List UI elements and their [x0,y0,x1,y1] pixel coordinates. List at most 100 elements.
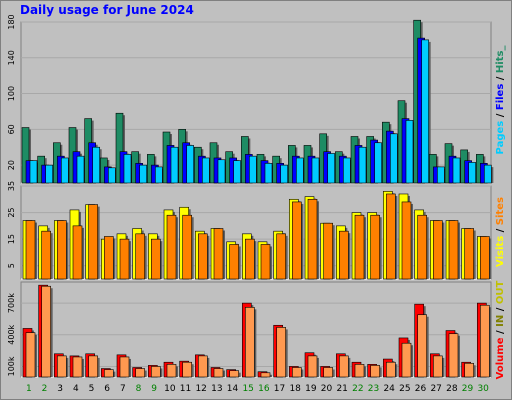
pages-bar [405,120,415,184]
legend-part: Sites [495,197,506,225]
pages-bar [29,160,39,184]
pages-bar [155,166,165,184]
hits-bar [21,127,31,184]
volume-out-bar [260,372,272,378]
pages-bar [358,146,368,184]
volume-out-bar [198,355,210,378]
bar-body [354,214,365,280]
bar-body [370,365,380,378]
y-tick-label: 400k [7,324,16,344]
day-label: 16 [258,384,270,394]
legend-part: Files [495,84,506,110]
bar-body [104,369,114,378]
bar-body [170,146,179,184]
bar-body [292,367,302,378]
volume-out-bar [480,304,492,378]
bar-body [229,244,239,280]
pages-bar [61,157,71,184]
sites-bar [229,244,241,280]
volume-out-bar [229,370,241,378]
volume-out-bar [401,342,413,378]
bar-body [45,164,53,184]
pages-bar [390,133,400,184]
bar-body [276,327,286,378]
day-label: 10 [164,384,176,394]
sites-bar [213,228,225,280]
bar-body [448,220,459,280]
legend-part: Hits_ [495,46,506,74]
volume-out-bar [433,355,445,378]
bar-body [29,160,38,184]
bar-body [437,166,445,184]
bar-body [104,236,114,280]
legend-part: Pages [495,121,506,155]
y-tick-label: 180 [7,14,16,29]
bar-body [405,120,414,184]
day-label: 26 [415,384,427,394]
y-tick-label: 35 [7,181,16,191]
volume-out-bar [245,307,257,378]
bar-body [448,333,459,378]
sites-bar [104,236,116,280]
bar-body [213,228,224,280]
day-label: 13 [211,384,222,394]
bar-body [88,355,98,378]
bar-body [57,220,67,280]
bar-body [433,220,443,280]
y-tick-label: 140 [7,50,16,65]
legend-part: / [495,225,506,236]
volume-out-bar [72,356,84,378]
bar-body [249,155,257,184]
bar-body [296,157,304,184]
pages-bar [217,159,227,184]
bar-body [452,157,461,184]
day-label: 25 [399,384,410,394]
bar-body [245,238,255,280]
bar-body [358,146,367,184]
legend-part: / [495,73,506,84]
bar-body [41,230,51,280]
bar-body [386,193,396,280]
legend-part: Volume [495,337,506,379]
y-tick-label: 100 [7,86,16,101]
bar-body [260,244,271,280]
legend-part: OUT [495,281,506,305]
sites-bar [401,201,413,280]
pages-bar [264,163,274,184]
bar-body [119,238,130,280]
legend-part: IN [495,315,506,327]
bar-body [155,166,163,184]
legend-volume: Volume / IN / OUT [495,281,506,380]
legend-part: Visits [495,236,506,267]
bar-body [217,159,226,184]
legend-part: / [495,327,506,338]
day-label: 20 [321,384,333,394]
sites-bar [417,214,429,280]
bar-body [390,133,398,184]
sites-bar [480,236,492,280]
pages-bar [343,157,353,184]
pages-bar [139,164,149,184]
pages-bar [468,162,478,184]
sites-bar [386,193,398,280]
bar-body [245,307,255,378]
pages-bar [76,155,86,184]
volume-out-bar [354,364,366,378]
y-tick-label: 15 [7,234,16,244]
volume-out-bar [213,368,225,378]
legend-hits: Pages / Files / Hits_ [495,46,506,155]
day-label: 8 [136,384,142,394]
sites-bar [323,222,335,280]
bar-body [417,214,427,280]
pages-bar [327,153,337,184]
volume-out-bar [135,368,147,378]
volume-out-bar [339,355,351,378]
legend-part: / [495,304,506,315]
sites-bar [182,214,194,280]
volume-out-bar [386,361,398,378]
bar-body [135,233,145,280]
day-label: 27 [430,384,441,394]
bar-body [198,233,208,280]
volume-out-bar [323,367,335,378]
bar-body [182,361,192,378]
